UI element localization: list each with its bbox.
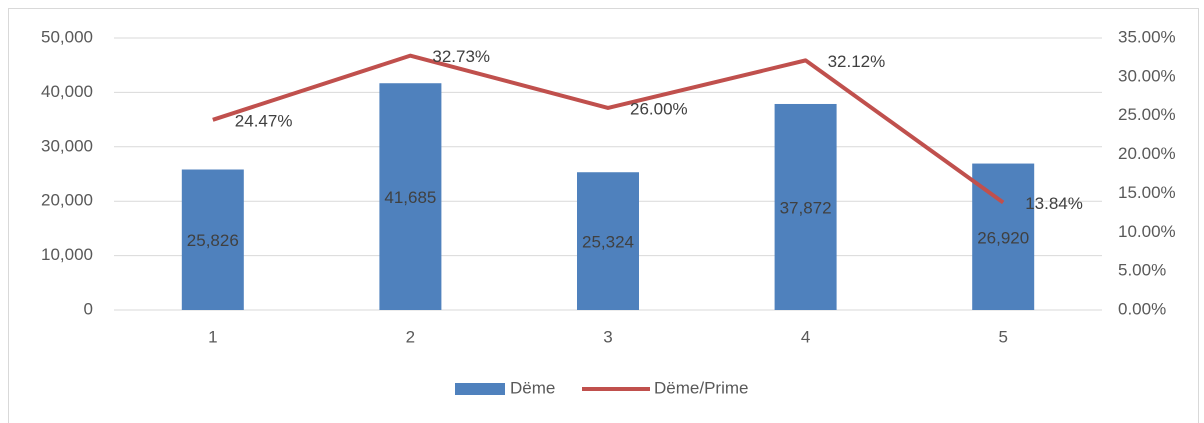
y-tick-label: 0 bbox=[84, 299, 93, 318]
line-value-label: 32.12% bbox=[828, 52, 886, 71]
line-value-label: 26.00% bbox=[630, 99, 688, 118]
y2-tick-label: 10.00% bbox=[1118, 222, 1176, 241]
y2-tick-label: 5.00% bbox=[1118, 261, 1166, 280]
line-value-label: 13.84% bbox=[1025, 194, 1083, 213]
y2-tick-label: 0.00% bbox=[1118, 299, 1166, 318]
legend-label: Dëme bbox=[510, 378, 555, 397]
y2-tick-label: 15.00% bbox=[1118, 183, 1176, 202]
x-tick-label: 5 bbox=[998, 327, 1007, 346]
bar-value-label: 41,685 bbox=[384, 188, 436, 207]
x-tick-label: 3 bbox=[603, 327, 612, 346]
x-tick-label: 4 bbox=[801, 327, 810, 346]
bar-value-label: 37,872 bbox=[780, 198, 832, 217]
y-tick-label: 20,000 bbox=[41, 191, 93, 210]
x-tick-label: 2 bbox=[406, 327, 415, 346]
y2-tick-label: 25.00% bbox=[1118, 105, 1176, 124]
bar bbox=[577, 172, 639, 310]
bar bbox=[379, 83, 442, 310]
line bbox=[212, 53, 1005, 205]
chart-border bbox=[8, 8, 1199, 423]
bar-value-label: 26,920 bbox=[977, 228, 1029, 247]
y2-tick-label: 30.00% bbox=[1118, 66, 1176, 85]
y-tick-label: 10,000 bbox=[41, 245, 93, 264]
y2-tick-label: 20.00% bbox=[1118, 144, 1176, 163]
legend-label: Dëme/Prime bbox=[654, 378, 748, 397]
bar bbox=[774, 103, 837, 310]
y-tick-label: 40,000 bbox=[41, 82, 93, 101]
y2-tick-label: 35.00% bbox=[1118, 27, 1176, 46]
bar-value-label: 25,826 bbox=[187, 231, 239, 250]
line-value-label: 24.47% bbox=[235, 111, 293, 130]
y-tick-label: 30,000 bbox=[41, 136, 93, 155]
legend-swatch bbox=[455, 383, 505, 395]
x-tick-label: 1 bbox=[208, 327, 217, 346]
bar-value-label: 25,324 bbox=[582, 233, 634, 252]
bar bbox=[181, 169, 244, 310]
line-value-label: 32.73% bbox=[432, 47, 490, 66]
y-tick-label: 50,000 bbox=[41, 27, 93, 46]
